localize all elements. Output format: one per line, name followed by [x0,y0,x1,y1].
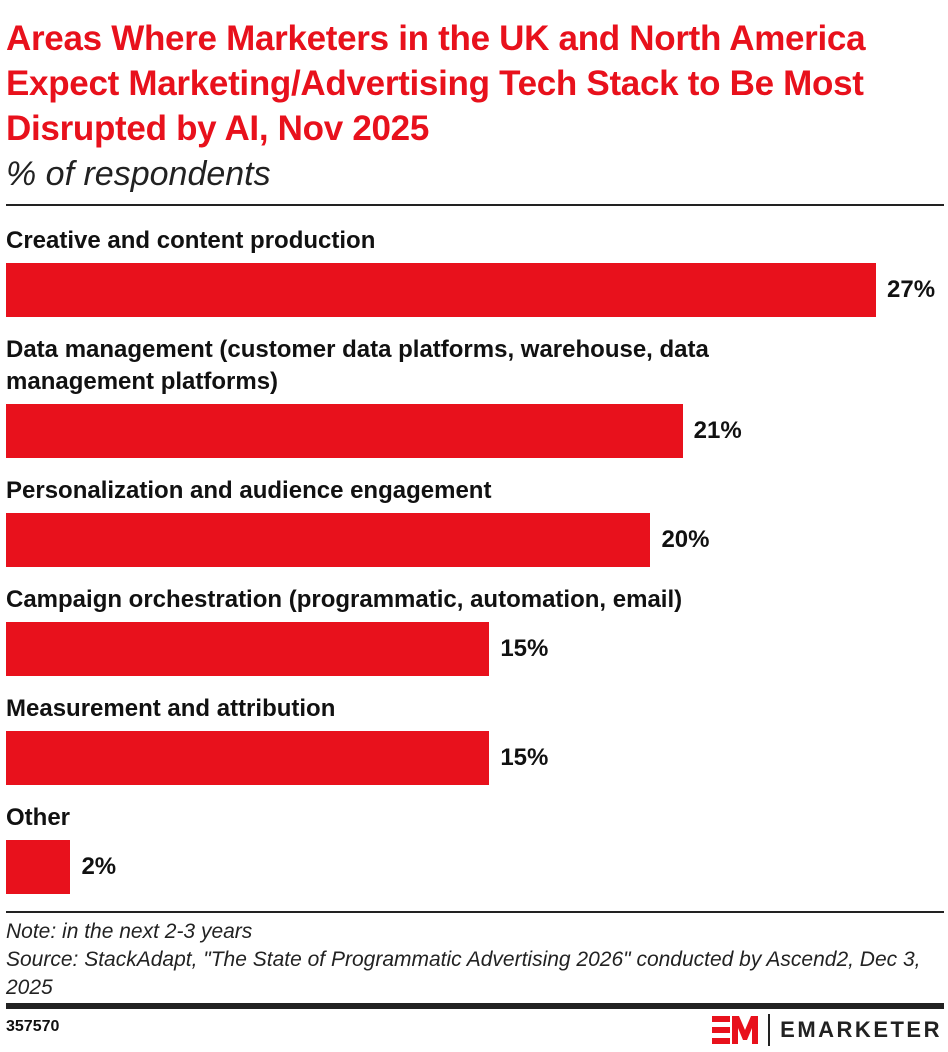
em-logo-icon [712,1016,759,1044]
bar-container: 2% [6,840,944,894]
bar-row: Other 2% [6,802,944,894]
bar-container: 27% [6,263,944,317]
bar-container: 15% [6,622,944,676]
bar-row: Data management (customer data platforms… [6,334,944,458]
bar-container: 20% [6,513,944,567]
note-text: Note: in the next 2-3 years [6,920,253,943]
bar [6,731,490,785]
bar-row: Campaign orchestration (programmatic, au… [6,584,944,676]
value-label: 15% [500,744,549,771]
category-label: Creative and content production [6,227,376,254]
top-divider [6,204,944,206]
category-label: Campaign orchestration (programmatic, au… [6,586,683,613]
bar-row: Personalization and audience engagement 2… [6,475,944,567]
source-text: Source: StackAdapt, "The State of Progra… [6,948,921,999]
emarketer-logo: EMARKETER [712,1014,942,1046]
category-label: Other [6,804,71,831]
logo-separator [768,1014,771,1046]
bar [6,513,651,567]
value-label: 2% [81,853,117,880]
footer-divider [6,1003,944,1009]
category-label: Personalization and audience engagement [6,477,492,504]
bar [6,263,876,317]
brand-name: EMARKETER [780,1017,942,1042]
bar [6,404,683,458]
bar [6,840,71,894]
bar-chart: Creative and content production 27% Data m… [6,225,944,911]
category-label: Data management (customer data platforms… [6,336,709,395]
footnote: Note: in the next 2-3 years Source: Stac… [6,918,936,1002]
value-label: 21% [693,417,742,444]
bottom-divider [6,911,944,913]
chart-id: 357570 [6,1018,60,1035]
chart-subtitle: % of respondents [6,155,271,193]
bar-container: 15% [6,731,944,785]
bar-container: 21% [6,404,944,458]
bar [6,622,490,676]
value-label: 20% [661,526,710,553]
category-label: Measurement and attribution [6,695,336,722]
chart-title: Areas Where Marketers in the UK and Nort… [6,19,866,148]
value-label: 15% [500,635,549,662]
bar-row: Measurement and attribution 15% [6,693,944,785]
value-label: 27% [887,276,936,303]
bar-row: Creative and content production 27% [6,225,944,317]
